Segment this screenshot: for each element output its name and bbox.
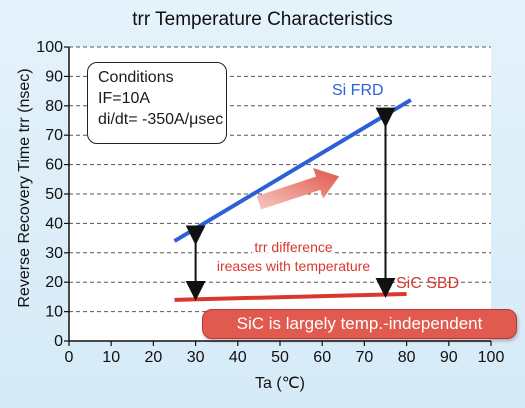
difference-line-2: ireases with temperature [214,257,373,276]
conditions-line-1: IF=10A [98,90,151,107]
x-tick-label: 50 [271,349,289,366]
y-tick-label: 50 [45,186,63,203]
y-tick-label: 40 [45,215,63,232]
x-axis-label: Ta (℃) [255,375,305,392]
difference-annotation: trr difference ireases with temperature [196,238,391,276]
chart-title: trr Temperature Characteristics [132,9,393,30]
y-tick-label: 60 [45,157,63,174]
series-line-sic-sbd [174,291,407,302]
y-axis-label: Reverse Recovery Time trr (nsec) [16,68,33,307]
y-tick-label: 70 [45,127,63,144]
conditions-heading: Conditions [98,69,174,86]
x-tick-label: 0 [65,349,74,366]
x-tick-label: 60 [313,349,331,366]
sic-banner: SiC is largely temp.-independent [202,309,517,339]
conditions-line-2: di/dt= -350A/μsec [98,111,224,128]
x-tick-label: 70 [356,349,374,366]
y-tick-label: 20 [45,274,63,291]
x-tick-label: 30 [187,349,205,366]
y-tick-label: 100 [36,39,63,56]
x-tick-label: 80 [398,349,416,366]
y-tick-label: 90 [45,68,63,85]
y-tick-label: 80 [45,98,63,115]
x-tick-label: 20 [145,349,163,366]
x-tick-label: 100 [478,349,505,366]
x-tick-label: 90 [440,349,458,366]
y-tick-label: 0 [54,333,63,350]
x-tick-label: 10 [102,349,120,366]
trend-arrow-icon [256,168,340,210]
sic-sbd-series-label: SiC SBD [396,275,460,292]
y-tick-label: 10 [45,304,63,321]
si-frd-series-label: Si FRD [332,82,384,99]
x-tick-label: 40 [229,349,247,366]
y-tick-label: 30 [45,245,63,262]
series-line-si-frd [173,98,412,243]
conditions-box: Conditions IF=10A di/dt= -350A/μsec [87,62,227,144]
difference-line-1: trr difference [252,238,335,257]
